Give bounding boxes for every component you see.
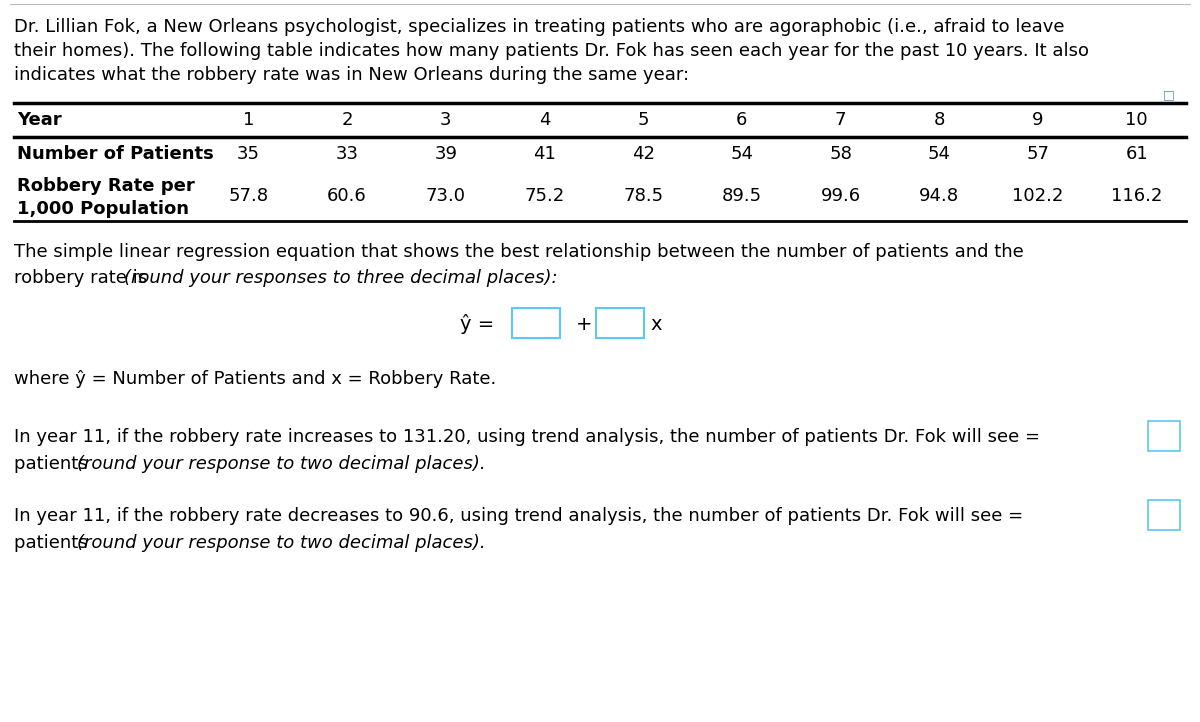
Text: ŷ =: ŷ = — [460, 314, 494, 334]
Text: 7: 7 — [835, 111, 846, 129]
Text: 1,000 Population: 1,000 Population — [17, 200, 190, 218]
Text: (round your response to two decimal places).: (round your response to two decimal plac… — [77, 455, 486, 473]
Text: 6: 6 — [736, 111, 748, 129]
Text: Robbery Rate per: Robbery Rate per — [17, 177, 194, 195]
Text: 10: 10 — [1126, 111, 1148, 129]
Text: 9: 9 — [1032, 111, 1044, 129]
Text: 3: 3 — [440, 111, 451, 129]
Text: 89.5: 89.5 — [721, 187, 762, 205]
Text: 41: 41 — [533, 145, 556, 163]
Text: (round your response to two decimal places).: (round your response to two decimal plac… — [77, 534, 486, 552]
Text: patients: patients — [14, 455, 94, 473]
Text: 42: 42 — [631, 145, 655, 163]
FancyBboxPatch shape — [512, 308, 560, 338]
Text: (round your responses to three decimal places):: (round your responses to three decimal p… — [124, 269, 558, 287]
Text: In year 11, if the robbery rate increases to 131.20, using trend analysis, the n: In year 11, if the robbery rate increase… — [14, 428, 1040, 446]
Text: 75.2: 75.2 — [524, 187, 564, 205]
Text: 73.0: 73.0 — [426, 187, 466, 205]
Text: 39: 39 — [434, 145, 457, 163]
Text: robbery rate is: robbery rate is — [14, 269, 152, 287]
Text: their homes). The following table indicates how many patients Dr. Fok has seen e: their homes). The following table indica… — [14, 42, 1090, 60]
Text: patients: patients — [14, 534, 94, 552]
Text: +: + — [576, 315, 593, 334]
Text: indicates what the robbery rate was in New Orleans during the same year:: indicates what the robbery rate was in N… — [14, 66, 689, 84]
Text: 57.8: 57.8 — [228, 187, 269, 205]
Text: Dr. Lillian Fok, a New Orleans psychologist, specializes in treating patients wh: Dr. Lillian Fok, a New Orleans psycholog… — [14, 18, 1064, 36]
Text: 4: 4 — [539, 111, 551, 129]
Text: 33: 33 — [336, 145, 359, 163]
Text: 54: 54 — [731, 145, 754, 163]
Text: 99.6: 99.6 — [821, 187, 860, 205]
Text: 78.5: 78.5 — [623, 187, 664, 205]
Text: □: □ — [1163, 88, 1175, 101]
Text: x: x — [650, 315, 661, 334]
Text: Year: Year — [17, 111, 61, 129]
FancyBboxPatch shape — [596, 308, 644, 338]
Text: 54: 54 — [928, 145, 950, 163]
Text: The simple linear regression equation that shows the best relationship between t: The simple linear regression equation th… — [14, 243, 1024, 261]
Text: 60.6: 60.6 — [328, 187, 367, 205]
Text: where ŷ = Number of Patients and x = Robbery Rate.: where ŷ = Number of Patients and x = Rob… — [14, 370, 497, 388]
Text: 94.8: 94.8 — [919, 187, 959, 205]
Text: Number of Patients: Number of Patients — [17, 145, 214, 163]
Text: 8: 8 — [934, 111, 944, 129]
FancyBboxPatch shape — [1148, 421, 1180, 451]
Text: 102.2: 102.2 — [1013, 187, 1063, 205]
Text: 57: 57 — [1026, 145, 1050, 163]
FancyBboxPatch shape — [1148, 500, 1180, 530]
Text: 2: 2 — [341, 111, 353, 129]
Text: 5: 5 — [637, 111, 649, 129]
Text: In year 11, if the robbery rate decreases to 90.6, using trend analysis, the num: In year 11, if the robbery rate decrease… — [14, 507, 1024, 525]
Text: 61: 61 — [1126, 145, 1148, 163]
Text: 1: 1 — [242, 111, 254, 129]
Text: 35: 35 — [236, 145, 260, 163]
Text: 116.2: 116.2 — [1111, 187, 1163, 205]
Text: 58: 58 — [829, 145, 852, 163]
